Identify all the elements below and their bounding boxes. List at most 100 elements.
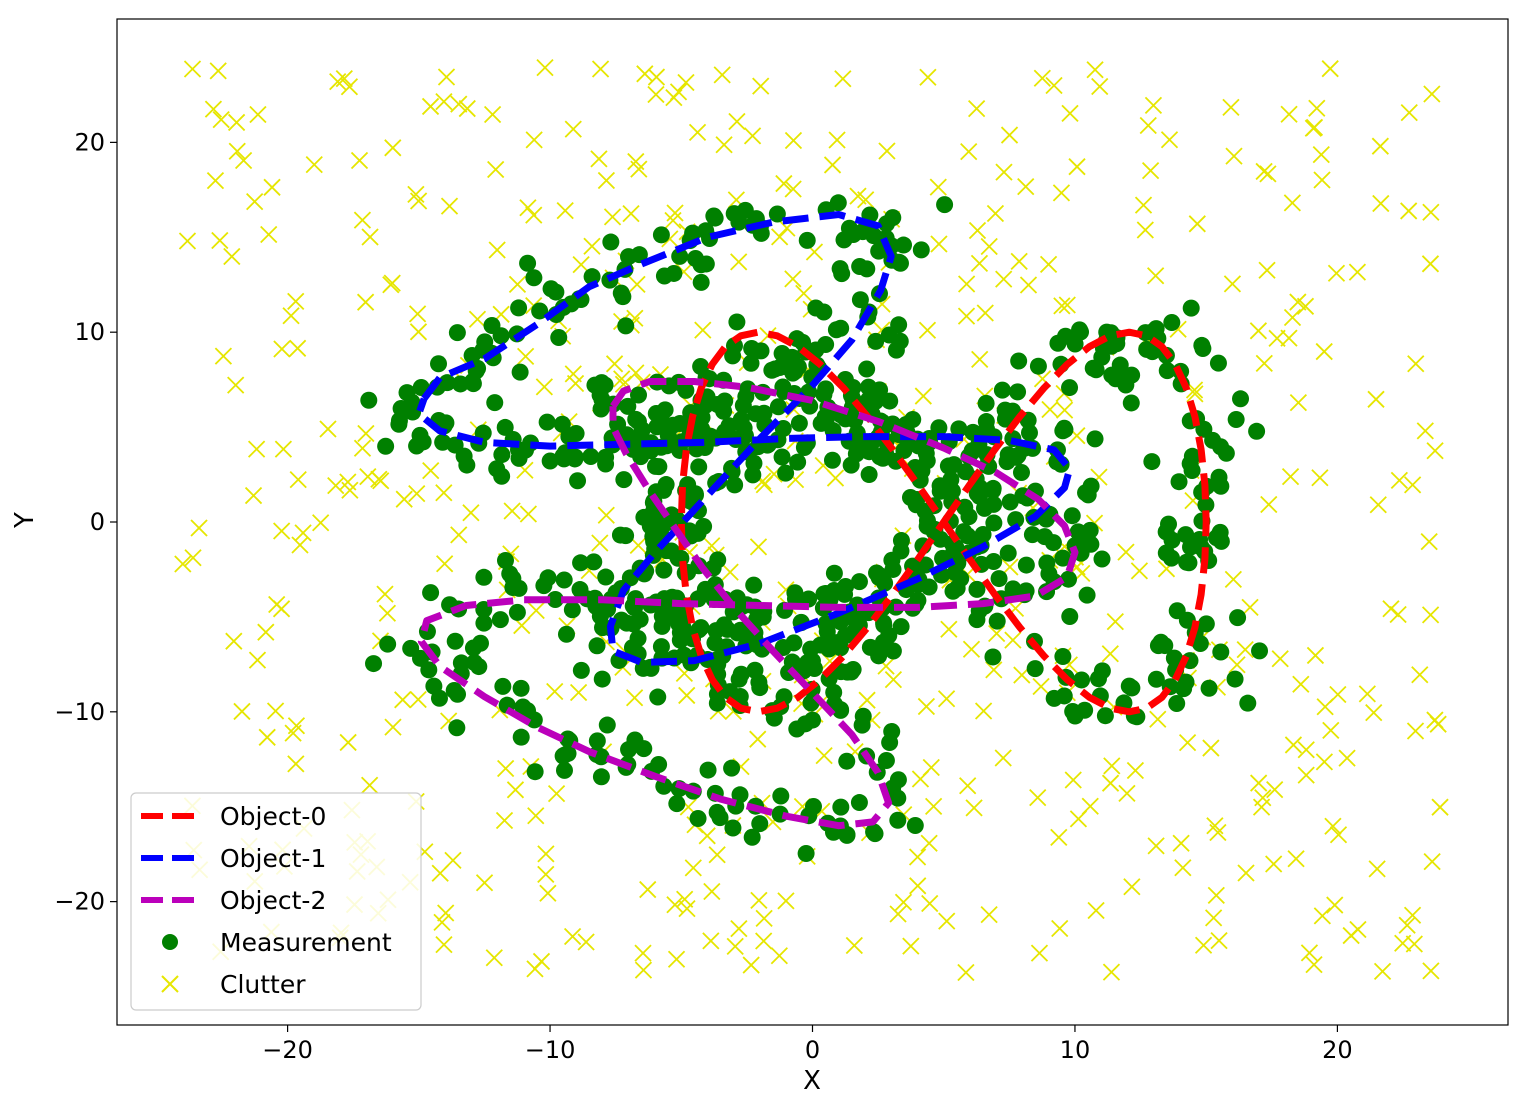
clutter-point <box>339 733 357 752</box>
measurement-point <box>692 273 710 291</box>
measurement-point <box>586 376 604 394</box>
track-line-object-0 <box>677 328 1210 716</box>
measurement-point <box>690 458 708 476</box>
clutter-point <box>1371 137 1390 155</box>
measurement-point <box>1163 313 1181 331</box>
clutter-point <box>1000 126 1019 144</box>
measurement-point <box>906 817 924 835</box>
measurement-point <box>743 828 761 846</box>
measurement-point <box>379 635 397 653</box>
measurement-point <box>430 689 448 707</box>
measurement-point <box>939 457 957 475</box>
measurement-point <box>496 418 514 436</box>
measurement-point <box>842 456 860 474</box>
clutter-point <box>590 150 608 168</box>
measurement-point <box>1102 324 1120 342</box>
measurement-point <box>562 295 580 313</box>
measurement-point <box>492 327 510 345</box>
measurement-point <box>772 787 790 805</box>
clutter-point <box>233 702 251 721</box>
clutter-point <box>1348 263 1367 281</box>
measurement-point <box>1054 549 1072 567</box>
clutter-point <box>394 691 412 709</box>
clutter-point <box>902 937 920 955</box>
measurement-point <box>475 614 493 632</box>
clutter-point <box>1382 600 1400 618</box>
measurement-point <box>1177 526 1195 544</box>
clutter-point <box>771 228 789 246</box>
clutter-point <box>1237 864 1255 882</box>
measurement-point <box>1120 677 1138 695</box>
clutter-point <box>1266 780 1284 799</box>
clutter-point <box>971 350 989 369</box>
legend-label-measurement: Measurement <box>220 928 392 957</box>
clutter-point <box>288 339 307 357</box>
clutter-point <box>497 759 515 778</box>
clutter-point <box>703 537 721 555</box>
measurement-point <box>1209 354 1227 372</box>
clutter-point <box>634 961 653 979</box>
measurement-point <box>408 437 426 455</box>
clutter-point <box>1324 817 1342 835</box>
clutter-point <box>353 439 372 457</box>
measurement-point <box>1178 553 1196 571</box>
clutter-point <box>1223 275 1242 293</box>
clutter-point <box>435 936 453 954</box>
legend-swatch-clutter <box>161 975 179 993</box>
measurement-point <box>1001 493 1019 511</box>
clutter-point <box>1421 255 1440 273</box>
measurement-point <box>889 771 907 789</box>
measurement-point <box>655 777 673 795</box>
track-line-object-1 <box>415 211 1074 666</box>
measurement-point <box>904 411 922 429</box>
measurement-point <box>959 527 977 545</box>
clutter-point <box>1281 468 1300 486</box>
clutter-point <box>1315 342 1333 361</box>
measurement-point <box>652 226 670 244</box>
measurement-point <box>797 844 815 862</box>
measurement-point <box>752 342 770 360</box>
measurement-point <box>1093 662 1111 680</box>
clutter-point <box>914 387 932 405</box>
clutter-point <box>287 755 305 773</box>
clutter-point <box>743 127 762 145</box>
measurement-point <box>768 205 786 223</box>
clutter-point <box>1420 532 1438 551</box>
clutter-point <box>1172 834 1190 852</box>
measurement-point <box>626 731 644 749</box>
clutter-point <box>1368 860 1386 878</box>
clutter-point <box>967 99 986 118</box>
clutter-point <box>1055 401 1074 419</box>
clutter-point <box>957 275 976 293</box>
clutter-point <box>970 254 989 273</box>
clutter-point <box>546 682 564 701</box>
clutter-point <box>1429 715 1447 733</box>
clutter-point <box>702 932 720 950</box>
measurement-point <box>711 809 729 827</box>
clutter-point <box>1369 496 1387 514</box>
measurement-point <box>832 701 850 719</box>
clutter-point <box>289 470 307 489</box>
clutter-point <box>384 139 402 157</box>
clutter-point <box>627 364 645 382</box>
clutter-point <box>356 293 375 311</box>
measurement-point <box>859 391 877 409</box>
measurement-point <box>730 670 748 688</box>
clutter-point <box>319 420 337 438</box>
clutter-point <box>1358 685 1376 703</box>
clutter-point <box>985 661 1003 679</box>
measurement-point <box>510 299 528 317</box>
clutter-point <box>204 100 223 118</box>
clutter-point <box>583 237 601 255</box>
clutter-point <box>1306 646 1325 665</box>
clutter-point <box>1423 852 1441 871</box>
measurement-point <box>539 569 557 587</box>
clutter-point <box>1304 119 1322 137</box>
clutter-point <box>1068 158 1086 176</box>
clutter-point <box>174 555 192 573</box>
clutter-point <box>721 563 739 581</box>
measurement-point <box>689 524 707 542</box>
measurement-point <box>1239 694 1257 712</box>
clutter-point <box>1241 598 1259 617</box>
clutter-point <box>1204 909 1223 927</box>
